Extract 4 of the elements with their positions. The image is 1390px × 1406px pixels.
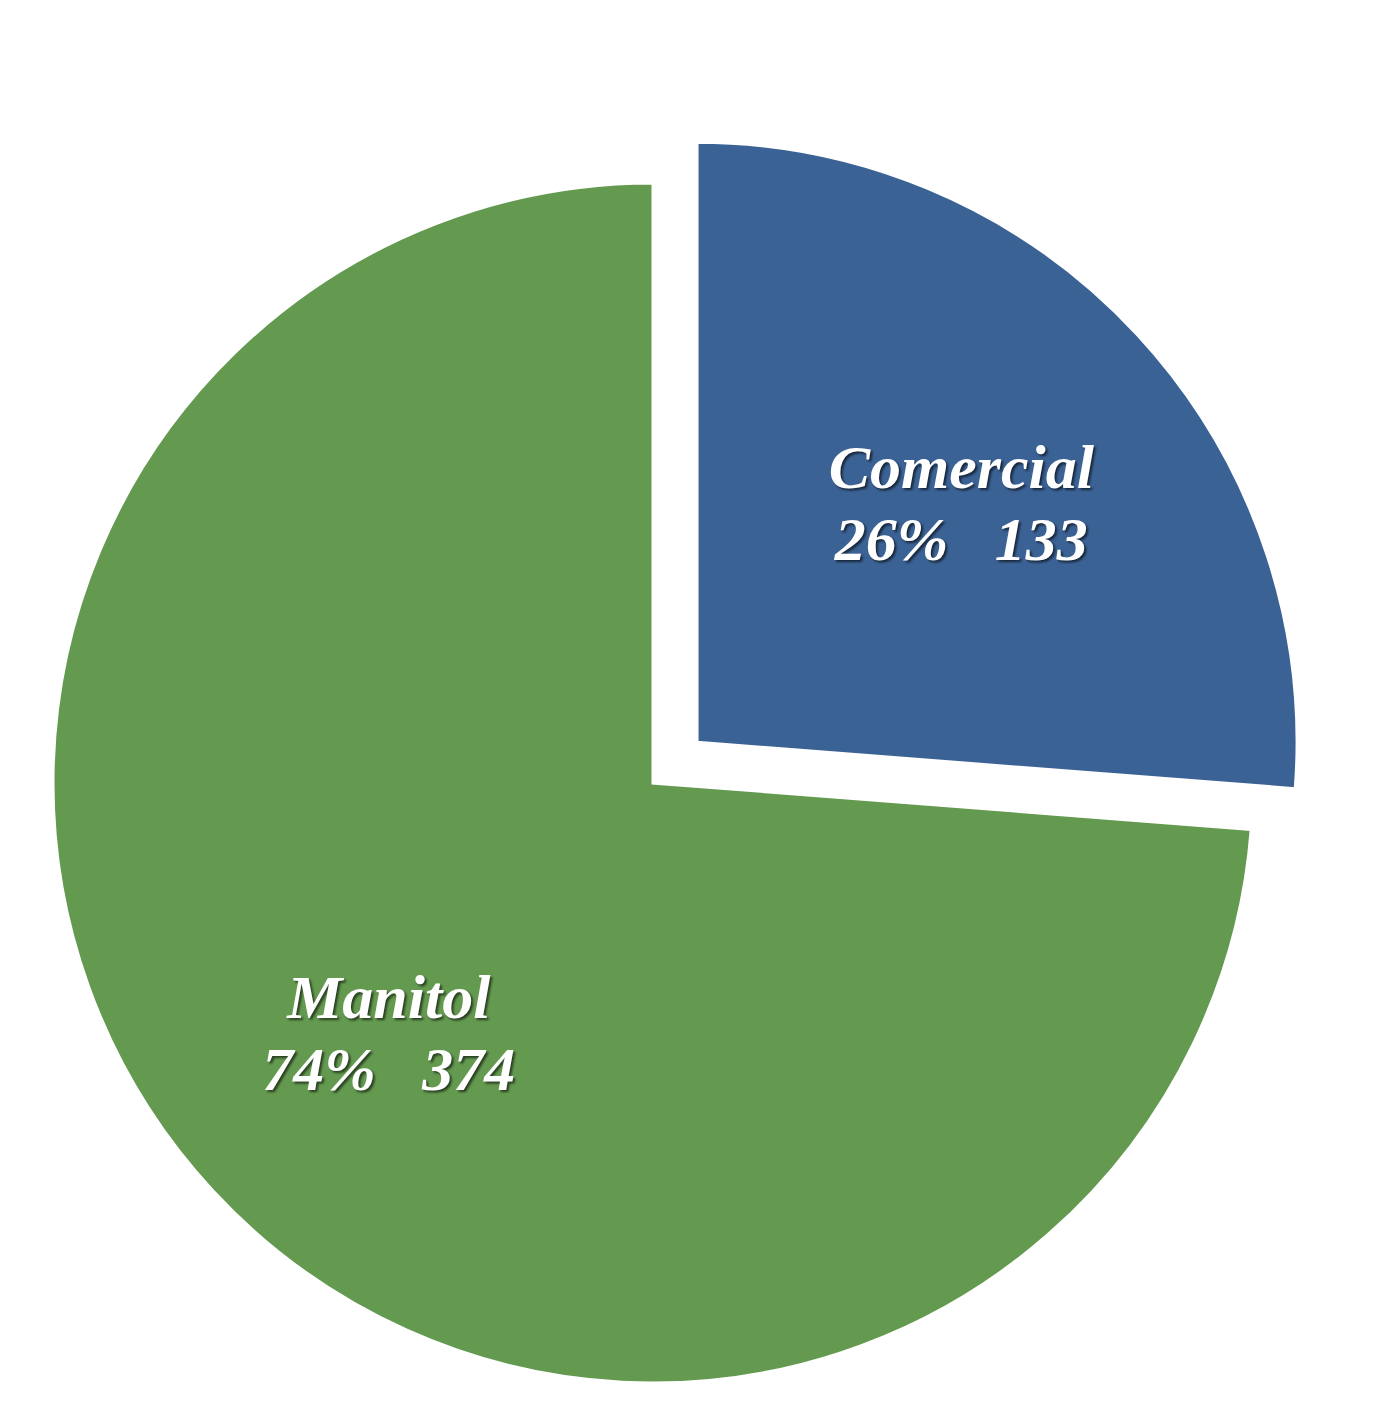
data-label: 26% 133 [833, 504, 1088, 573]
slice-label: Manitol [286, 962, 492, 1031]
slice-label: Comercial [828, 432, 1095, 501]
data-label: 74% 374 [262, 1034, 516, 1103]
